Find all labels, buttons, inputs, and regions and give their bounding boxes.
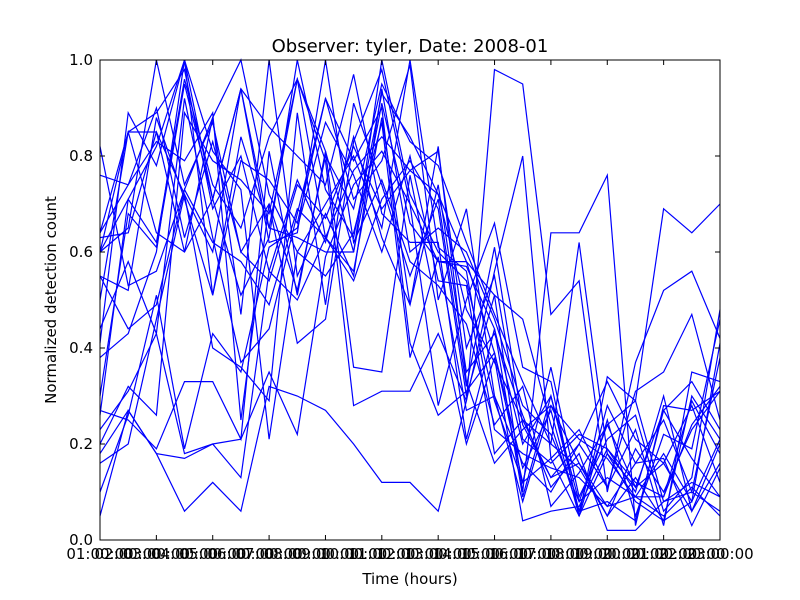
x-tick-label: 05:00:00 (179, 545, 246, 563)
y-tick-label: 1.0 (69, 51, 93, 69)
x-axis-label: Time (hours) (361, 570, 457, 588)
series-line-5 (99, 64, 721, 513)
series-line-23 (99, 155, 721, 513)
x-tick-label-overlap: 12:00:00 (376, 545, 443, 563)
series-line-19 (99, 88, 721, 526)
x-tick-label-overlap: 04:00:00 (151, 545, 218, 563)
series-line-9 (99, 103, 721, 526)
y-tick-label: 0.0 (69, 531, 93, 549)
x-tick-label: 15:00:00 (461, 545, 528, 563)
series-line-14 (99, 120, 721, 493)
series-line-20 (99, 150, 721, 504)
x-tick-label: 21:00:00 (630, 545, 697, 563)
x-tick-label: 23:00:00 (686, 545, 753, 563)
series-line-13 (99, 59, 721, 504)
series-line-22 (99, 96, 721, 517)
x-tick-label-overlap: 18:00:00 (545, 545, 612, 563)
x-tick-label-overlap: 02:00:00 (94, 545, 161, 563)
x-tick-label-overlap: 10:00:00 (320, 545, 387, 563)
y-tick-label: 0.6 (69, 243, 93, 261)
series-layer (99, 58, 721, 532)
x-tick-label: 13:00:00 (404, 545, 471, 563)
x-tick-label: 17:00:00 (517, 545, 584, 563)
x-tick-label: 09:00:00 (292, 545, 359, 563)
y-tick-label: 0.8 (69, 147, 93, 165)
x-tick-label-overlap: 14:00:00 (433, 545, 500, 563)
x-tick-label-overlap: 06:00:00 (207, 545, 274, 563)
x-tick-label-overlap: 20:00:00 (602, 545, 669, 563)
x-tick-label: 01:00:00 (66, 545, 133, 563)
x-tick-label-overlap: 22:00:00 (658, 545, 725, 563)
y-tick-label: 0.4 (69, 339, 93, 357)
plot-frame (99, 59, 721, 541)
series-line-7 (99, 77, 721, 522)
chart-title: Observer: tyler, Date: 2008-01 (272, 36, 549, 57)
tick-layer: 01:00:0003:00:0005:00:0007:00:0009:00:00… (66, 51, 753, 563)
x-tick-label-overlap: 08:00:00 (264, 545, 331, 563)
x-tick-label: 03:00:00 (123, 545, 190, 563)
x-tick-label: 19:00:00 (574, 545, 641, 563)
series-line-16 (99, 59, 721, 493)
series-line-6 (99, 59, 721, 504)
series-line-11 (99, 151, 721, 522)
x-tick-label-overlap: 16:00:00 (489, 545, 556, 563)
y-axis-label: Normalized detection count (42, 196, 60, 404)
x-tick-label: 07:00:00 (235, 545, 302, 563)
series-line-3 (99, 59, 721, 513)
x-tick-label: 11:00:00 (348, 545, 415, 563)
series-line-18 (99, 68, 721, 532)
series-line-21 (99, 159, 721, 522)
y-tick-label: 0.2 (69, 435, 93, 453)
